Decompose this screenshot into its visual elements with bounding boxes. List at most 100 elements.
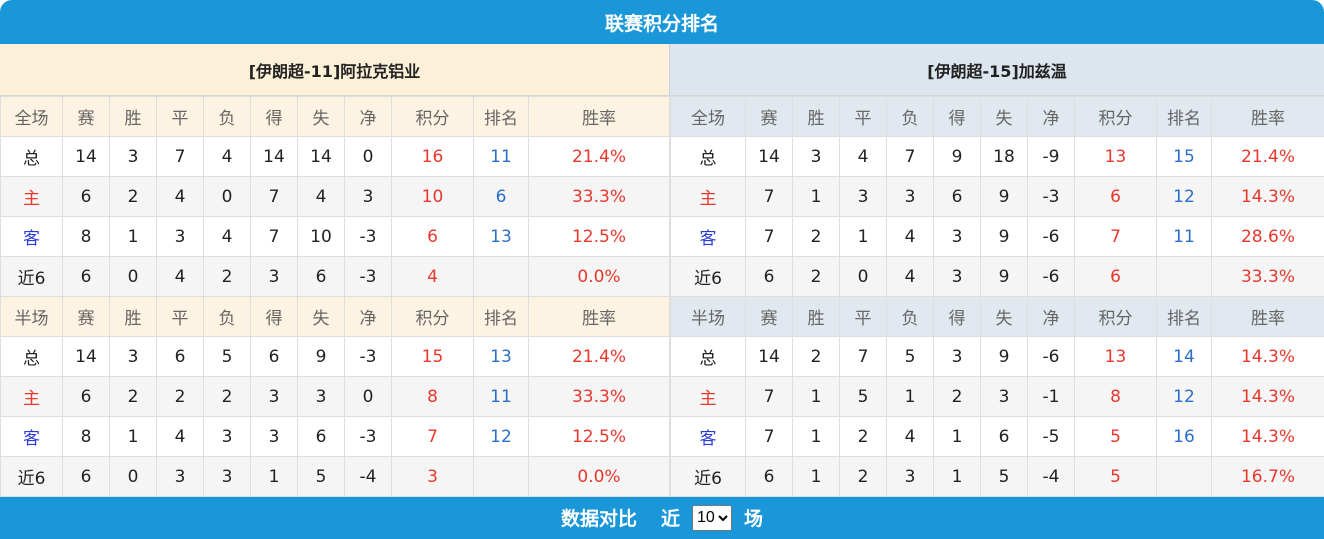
stat-cell: -6: [1027, 216, 1075, 257]
header-cell: 得: [933, 296, 981, 337]
stat-cell: 15: [1156, 136, 1212, 177]
stat-cell: 10: [297, 216, 345, 257]
stat-cell: -6: [1027, 256, 1075, 297]
stat-cell: 14: [745, 336, 793, 377]
stat-cell: -3: [344, 336, 392, 377]
stat-cell: 3: [250, 416, 298, 457]
header-cell: 平: [839, 296, 887, 337]
header-cell: 半场: [670, 296, 746, 337]
stat-cell: 13: [1074, 136, 1157, 177]
stat-cell: 14.3%: [1211, 416, 1324, 457]
stat-cell: [473, 456, 529, 497]
data-row: 客 8 1 4 3 3 6 -3 7 12 12.5%: [0, 416, 670, 457]
stat-cell: 6: [62, 256, 110, 297]
stat-cell: 33.3%: [1211, 256, 1324, 297]
stat-cell: 2: [203, 256, 251, 297]
stat-cell: [1156, 456, 1212, 497]
data-row: 主 6 2 2 2 3 3 0 8 11 33.3%: [0, 376, 670, 417]
stat-cell: -3: [344, 416, 392, 457]
stat-cell: -4: [344, 456, 392, 497]
row-label: 总: [670, 136, 746, 177]
stat-cell: 9: [297, 336, 345, 377]
stat-cell: 6: [1074, 176, 1157, 217]
stat-cell: 4: [156, 416, 204, 457]
header-cell: 排名: [473, 96, 529, 137]
stat-cell: 3: [933, 336, 981, 377]
panels: [伊朗超-11]阿拉克铝业 全场赛胜平负得失净积分 排名 胜率总 14 3 7 4 14 14 0 1…: [0, 44, 1324, 497]
header-cell: 排名: [1156, 296, 1212, 337]
stat-cell: 7: [250, 176, 298, 217]
stat-cell: 14: [62, 336, 110, 377]
row-label: 近6: [0, 456, 63, 497]
stat-cell: 13: [473, 336, 529, 377]
stat-cell: 5: [1074, 416, 1157, 457]
stat-cell: 6: [933, 176, 981, 217]
footer-suffix: 场: [744, 508, 764, 530]
data-row: 客 8 1 3 4 7 10 -3 6 13 12.5%: [0, 216, 670, 257]
stat-cell: 3: [933, 216, 981, 257]
stat-cell: 14.3%: [1211, 376, 1324, 417]
header-cell: 赛: [745, 296, 793, 337]
header-cell: 失: [297, 96, 345, 137]
header-cell: 胜: [792, 96, 840, 137]
header-cell: 胜率: [528, 96, 670, 137]
stat-cell: -9: [1027, 136, 1075, 177]
stat-cell: 11: [473, 376, 529, 417]
row-label: 客: [0, 416, 63, 457]
data-row: 主 7 1 3 3 6 9 -3 6 12 14.3%: [670, 176, 1324, 217]
stat-cell: 6: [745, 256, 793, 297]
team-panel: [伊朗超-11]阿拉克铝业 全场赛胜平负得失净积分 排名 胜率总 14 3 7 4 14 14 0 1…: [0, 44, 670, 497]
stat-cell: 6: [297, 416, 345, 457]
stat-cell: 5: [203, 336, 251, 377]
stat-cell: 2: [109, 376, 157, 417]
stat-cell: 5: [980, 456, 1028, 497]
row-label: 近6: [670, 256, 746, 297]
header-cell: 失: [297, 296, 345, 337]
stat-cell: 14.3%: [1211, 176, 1324, 217]
stat-cell: 11: [473, 136, 529, 177]
data-row: 主 6 2 4 0 7 4 3 10 6 33.3%: [0, 176, 670, 217]
stat-cell: 15: [391, 336, 474, 377]
data-row: 总 14 3 7 4 14 14 0 16 11 21.4%: [0, 136, 670, 177]
stat-cell: 2: [933, 376, 981, 417]
header-row: 全场赛胜平负得失净积分 排名 胜率: [0, 96, 670, 137]
row-label: 近6: [0, 256, 63, 297]
header-row: 半场赛胜平负得失净积分 排名 胜率: [670, 296, 1324, 337]
stat-cell: 12: [473, 416, 529, 457]
range-select[interactable]: 10: [692, 504, 732, 531]
stat-cell: 3: [203, 416, 251, 457]
stat-cell: 6: [391, 216, 474, 257]
stat-cell: 7: [156, 136, 204, 177]
stat-cell: 3: [886, 176, 934, 217]
stat-cell: 4: [391, 256, 474, 297]
stat-cell: 0: [344, 376, 392, 417]
stat-cell: 4: [156, 256, 204, 297]
stat-cell: 3: [391, 456, 474, 497]
stat-cell: 3: [156, 456, 204, 497]
header-cell: 净: [1027, 96, 1075, 137]
stat-cell: -3: [1027, 176, 1075, 217]
header-cell: 半场: [0, 296, 63, 337]
standings-table: 全场赛胜平负得失净积分 排名 胜率总 14 3 7 4 14 14 0 16 11 21.4% 主 6 2 4 0…: [0, 96, 670, 497]
stat-cell: 3: [839, 176, 887, 217]
stat-cell: 7: [745, 416, 793, 457]
data-row: 总 14 3 4 7 9 18 -9 13 15 21.4%: [670, 136, 1324, 177]
header-cell: 负: [886, 96, 934, 137]
stat-cell: [1156, 256, 1212, 297]
stat-cell: 2: [839, 416, 887, 457]
stat-cell: 0: [839, 256, 887, 297]
row-label: 客: [670, 416, 746, 457]
stat-cell: 14: [297, 136, 345, 177]
stat-cell: 5: [297, 456, 345, 497]
stat-cell: 4: [156, 176, 204, 217]
stat-cell: 3: [109, 336, 157, 377]
header-cell: 平: [839, 96, 887, 137]
stat-cell: 9: [980, 336, 1028, 377]
header-cell: 积分: [1074, 96, 1157, 137]
stat-cell: 1: [886, 376, 934, 417]
stat-cell: 2: [109, 176, 157, 217]
data-row: 近6 6 0 4 2 3 6 -3 4 0.0%: [0, 256, 670, 297]
header-cell: 胜: [792, 296, 840, 337]
stat-cell: 4: [297, 176, 345, 217]
